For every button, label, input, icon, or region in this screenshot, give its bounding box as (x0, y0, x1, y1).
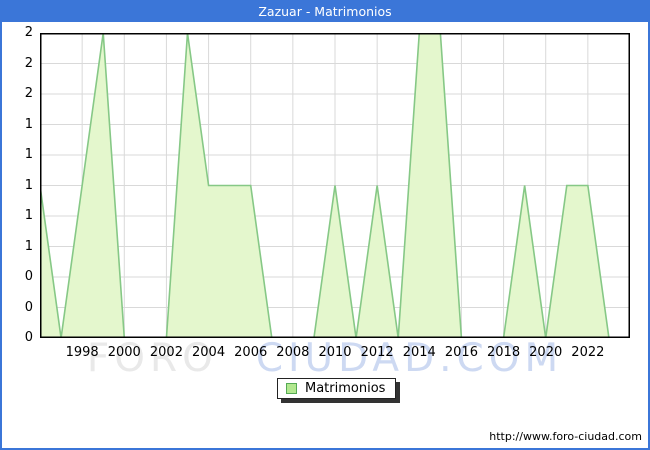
plot-border (40, 33, 630, 338)
x-tick-label: 2006 (234, 345, 268, 360)
y-tick-label: 2 (24, 55, 33, 71)
footer-url: http://www.foro-ciudad.com (489, 430, 642, 443)
x-tick-label: 2010 (318, 345, 352, 360)
y-tick-label: 1 (24, 147, 33, 162)
x-tick-label: 2008 (276, 345, 310, 360)
area-series-fill (40, 33, 609, 338)
plot-area (40, 33, 630, 338)
x-tick-label: 2000 (107, 345, 141, 360)
x-tick-label: 2020 (529, 345, 563, 360)
x-tick-label: 2016 (444, 345, 478, 360)
y-tick-label: 0 (24, 299, 33, 315)
legend-label: Matrimonios (305, 381, 386, 396)
legend-swatch-icon (286, 383, 297, 394)
y-tick-label: 0 (24, 269, 33, 284)
x-tick-label: 2014 (402, 345, 436, 360)
y-tick-label: 1 (24, 116, 33, 132)
y-tick-label: 1 (24, 177, 33, 193)
x-tick-label: 2002 (149, 345, 183, 360)
x-tick-label: 2012 (360, 345, 394, 360)
legend-box: Matrimonios (277, 378, 397, 399)
area-series-line (40, 33, 610, 338)
x-tick-label: 2022 (571, 345, 605, 360)
watermark-part2: CIUDAD.COM (255, 336, 564, 381)
x-tick-label: 2004 (192, 345, 226, 360)
x-tick-label: 2018 (487, 345, 521, 360)
y-tick-label: 1 (24, 238, 33, 254)
y-tick-label: 2 (24, 86, 33, 101)
chart-title: Zazuar - Matrimonios (2, 2, 648, 22)
y-tick-label: 1 (24, 208, 33, 223)
y-tick-label: 2 (24, 25, 33, 40)
x-tick-label: 1998 (65, 345, 99, 360)
watermark-part1: FORO (86, 336, 218, 381)
y-tick-label: 0 (24, 330, 33, 345)
watermark: FORO CIUDAD.COM (2, 339, 648, 378)
